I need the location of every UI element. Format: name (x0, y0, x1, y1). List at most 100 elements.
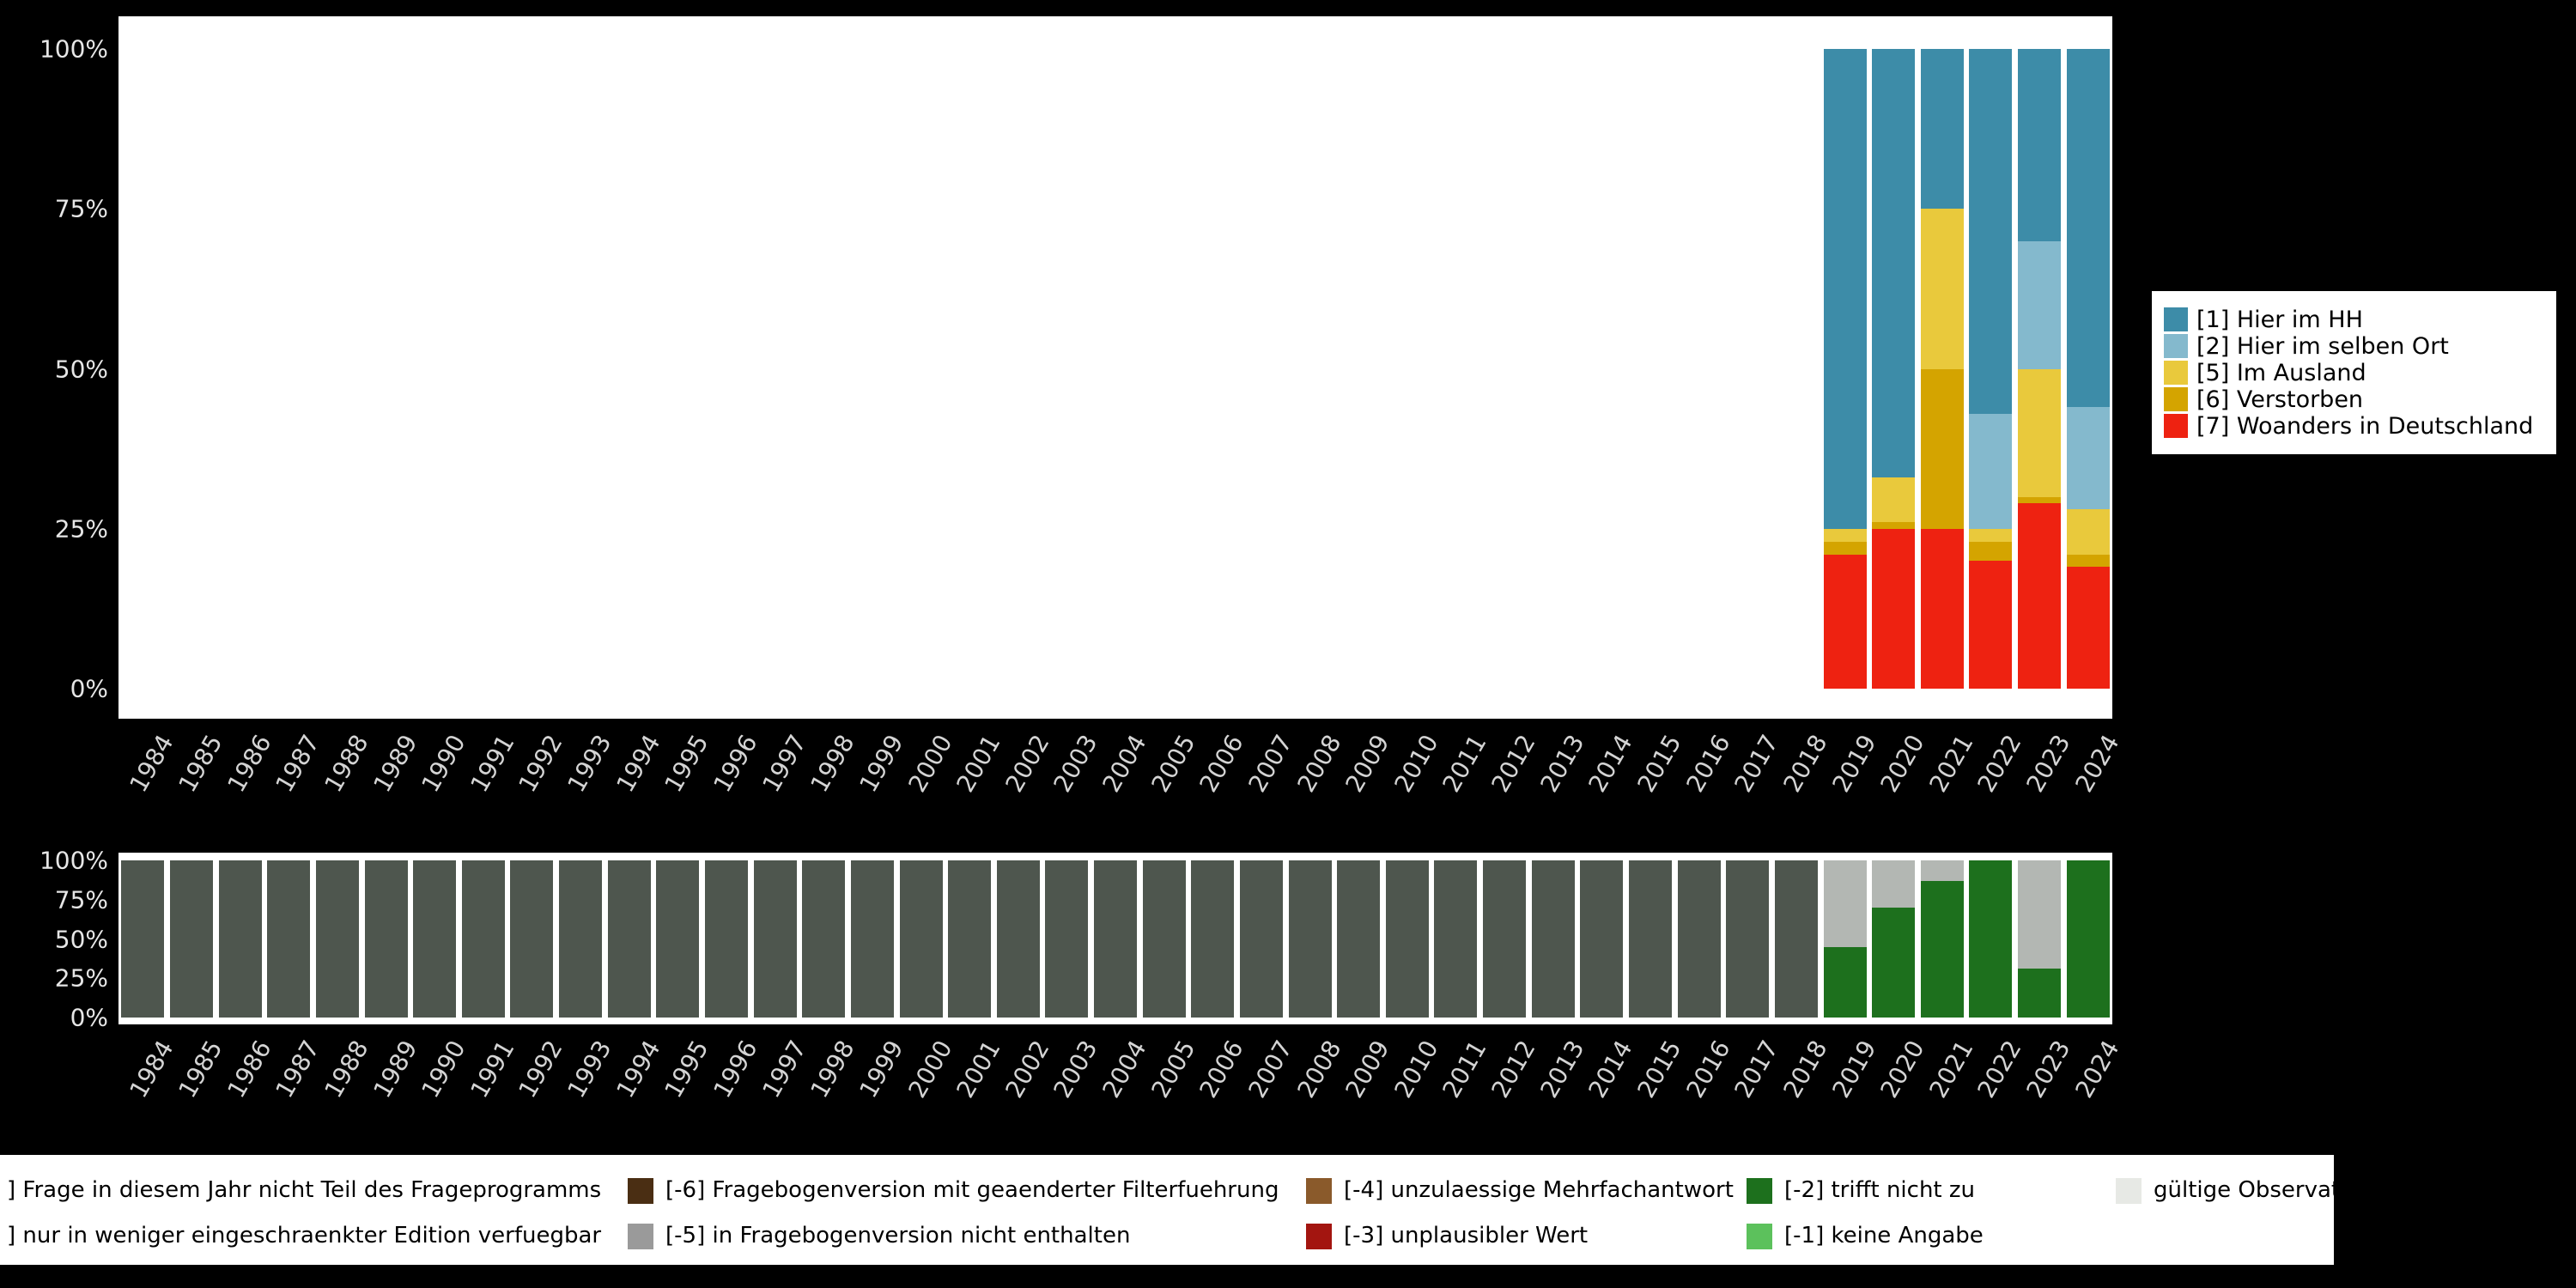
top-plot-area (118, 16, 2112, 719)
bar-segment-1999 (850, 860, 894, 1018)
bar-segment-2023 (2018, 496, 2061, 503)
bar-segment-2018 (1774, 860, 1818, 1018)
legend-label: [7] Woanders in Deutschland (2196, 412, 2534, 440)
bar-segment-2011 (1434, 860, 1478, 1018)
bar-segment-2020 (1872, 522, 1916, 529)
bar-segment-2022 (1969, 528, 2013, 542)
bar-segment-2019 (1823, 946, 1867, 1018)
bar-segment-1990 (413, 860, 457, 1018)
y-axis-tick-label: 100% (39, 34, 108, 64)
bar-segment-2006 (1191, 860, 1235, 1018)
bar-segment-2020 (1872, 860, 1916, 908)
bar-segment-2023 (2018, 860, 2061, 969)
bar-segment-1994 (607, 860, 651, 1018)
bar-segment-2019 (1823, 554, 1867, 689)
bar-segment-1987 (267, 860, 311, 1018)
bar-segment-1991 (461, 860, 505, 1018)
bar-segment-2022 (1969, 541, 2013, 561)
legend-label: [2] Hier im selben Ort (2196, 332, 2449, 360)
bar-segment-2020 (1872, 48, 1916, 478)
bar-segment-2023 (2018, 368, 2061, 497)
top-legend: [1] Hier im HH [2] Hier im selben Ort [5] … (2152, 291, 2556, 454)
legend-label: ] Frage in diesem Jahr nicht Teil des Fr… (7, 1177, 602, 1203)
legend-swatch (2164, 414, 2188, 438)
bar-segment-1997 (753, 860, 797, 1018)
bar-segment-2014 (1580, 860, 1624, 1018)
bar-segment-2010 (1385, 860, 1429, 1018)
bar-segment-2004 (1094, 860, 1137, 1018)
legend-swatch (1747, 1178, 1772, 1204)
legend-swatch (1306, 1224, 1332, 1249)
bar-segment-2005 (1142, 860, 1186, 1018)
legend-swatch (2164, 387, 2188, 411)
legend-label: [-5] in Fragebogenversion nicht enthalte… (665, 1223, 1131, 1249)
legend-label: [-1] keine Angabe (1784, 1223, 1984, 1249)
bar-segment-1988 (315, 860, 359, 1018)
bar-segment-1992 (510, 860, 554, 1018)
bar-segment-2021 (1920, 880, 1964, 1018)
legend-swatch (628, 1178, 653, 1204)
bar-segment-2024 (2066, 509, 2110, 555)
legend-swatch (2116, 1178, 2142, 1204)
bottom-legend: ] Frage in diesem Jahr nicht Teil des Fr… (0, 1155, 2402, 1265)
bar-segment-2019 (1823, 541, 1867, 555)
y-axis-tick-label: 25% (54, 963, 108, 993)
legend-swatch (1306, 1178, 1332, 1204)
bar-segment-1985 (170, 860, 213, 1018)
bar-segment-1998 (802, 860, 846, 1018)
bar-segment-2007 (1239, 860, 1283, 1018)
bar-segment-2016 (1677, 860, 1721, 1018)
bar-segment-2012 (1483, 860, 1527, 1018)
bar-segment-2021 (1920, 368, 1964, 529)
y-axis-tick-label: 0% (70, 1003, 108, 1032)
bar-segment-2001 (948, 860, 992, 1018)
legend-item: [6] Verstorben (2164, 386, 2556, 413)
legend-label: [-3] unplausibler Wert (1344, 1223, 1589, 1249)
bar-segment-2002 (996, 860, 1040, 1018)
legend-swatch (1747, 1224, 1772, 1249)
legend-swatch (2164, 361, 2188, 385)
bar-segment-2021 (1920, 48, 1964, 210)
bar-segment-2017 (1726, 860, 1770, 1018)
y-axis-tick-label: 0% (70, 674, 108, 703)
bar-segment-1984 (121, 860, 165, 1018)
bar-segment-2021 (1920, 209, 1964, 369)
bar-segment-1996 (704, 860, 748, 1018)
legend-label: [-4] unzulaessige Mehrfachantwort (1344, 1177, 1734, 1203)
bar-segment-2015 (1629, 860, 1672, 1018)
bar-segment-1989 (364, 860, 408, 1018)
legend-label: [5] Im Ausland (2196, 359, 2366, 386)
bar-segment-2024 (2066, 567, 2110, 689)
legend-item: [7] Woanders in Deutschland (2164, 412, 2556, 440)
y-axis-tick-label: 100% (39, 846, 108, 875)
bar-segment-2023 (2018, 49, 2061, 241)
legend-item: [1] Hier im HH (2164, 307, 2556, 333)
legend-label: gültige Observationen (2154, 1177, 2403, 1203)
y-axis-tick-label: 25% (54, 514, 108, 544)
legend-label: ] nur in weniger eingeschraenkter Editio… (7, 1223, 602, 1249)
bar-segment-2013 (1531, 860, 1575, 1018)
bar-segment-2022 (1969, 561, 2013, 689)
bar-segment-2022 (1969, 49, 2013, 414)
bar-segment-1986 (218, 860, 262, 1018)
bar-segment-2003 (1045, 860, 1089, 1018)
bar-segment-2022 (1969, 860, 2013, 1018)
y-axis-tick-label: 75% (54, 885, 108, 914)
bar-segment-2023 (2018, 969, 2061, 1018)
bar-segment-1995 (656, 860, 700, 1018)
bar-segment-2008 (1288, 860, 1332, 1018)
y-axis-tick-label: 50% (54, 925, 108, 953)
bar-segment-2024 (2066, 407, 2110, 510)
bar-segment-2009 (1337, 860, 1381, 1018)
bar-segment-2021 (1920, 860, 1964, 881)
bar-segment-2020 (1872, 477, 1916, 523)
bar-segment-2020 (1872, 907, 1916, 1018)
bar-segment-2024 (2066, 860, 2110, 1018)
legend-label: [-2] trifft nicht zu (1784, 1177, 1976, 1203)
legend-item: [2] Hier im selben Ort (2164, 332, 2556, 360)
bar-segment-2019 (1823, 860, 1867, 947)
bar-segment-2023 (2018, 503, 2061, 689)
bar-segment-2019 (1823, 48, 1867, 529)
legend-label: [-6] Fragebogenversion mit geaenderter F… (665, 1177, 1279, 1203)
